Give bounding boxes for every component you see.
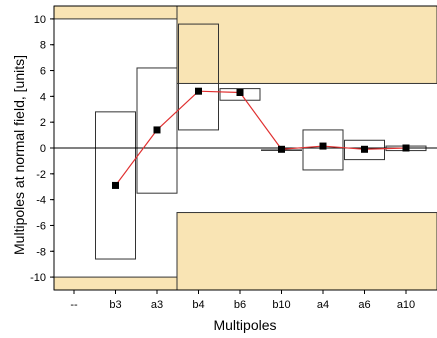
x-tick-label: a3 — [151, 299, 163, 311]
x-axis-label: Multipoles — [213, 317, 276, 333]
data-point — [153, 126, 161, 134]
data-point — [361, 145, 368, 153]
y-tick-label: 10 — [34, 14, 46, 26]
data-point — [112, 181, 119, 189]
x-tick-label: b3 — [109, 299, 121, 311]
y-tick-label: 4 — [40, 91, 46, 103]
range-box — [178, 23, 219, 131]
y-tick-label: -4 — [36, 195, 46, 207]
range-box — [136, 67, 178, 194]
tolerance-band — [176, 5, 437, 84]
tolerance-band — [176, 212, 437, 291]
x-tick-label: b4 — [192, 299, 204, 311]
data-point — [402, 144, 410, 152]
y-tick-label: 2 — [40, 117, 46, 129]
y-tick-label: -10 — [30, 272, 46, 284]
range-box — [302, 129, 344, 171]
series-line — [115, 90, 407, 186]
tolerance-band — [53, 5, 178, 20]
data-point — [319, 142, 327, 150]
y-tick-label: -8 — [36, 246, 46, 258]
data-point — [195, 87, 202, 95]
y-axis-label: Multipoles at normal field, [units] — [11, 55, 27, 255]
y-axis: 10 8 6 4 2 0 -2 -4 -6 -8 -10 — [30, 14, 54, 284]
range-box — [344, 139, 385, 161]
y-tick-label: -2 — [36, 169, 46, 181]
tolerance-band — [53, 276, 178, 291]
x-tick-label: a4 — [317, 299, 329, 311]
x-tick-label: b10 — [272, 299, 290, 311]
x-tick-label: -- — [70, 299, 78, 311]
series — [112, 87, 410, 189]
x-tick-label: b6 — [234, 299, 246, 311]
data-point — [278, 145, 285, 153]
y-tick-label: 0 — [40, 143, 46, 155]
y-tick-label: 6 — [40, 66, 46, 78]
x-axis: -- b3 a3 b4 b6 b10 a4 a6 a10 — [70, 290, 415, 311]
y-tick-label: -6 — [36, 220, 46, 232]
x-tick-label: a10 — [397, 299, 415, 311]
range-box — [219, 88, 261, 101]
x-tick-label: a6 — [358, 299, 370, 311]
range-box — [95, 111, 136, 260]
y-tick-label: 8 — [40, 40, 46, 52]
data-point — [236, 88, 244, 96]
